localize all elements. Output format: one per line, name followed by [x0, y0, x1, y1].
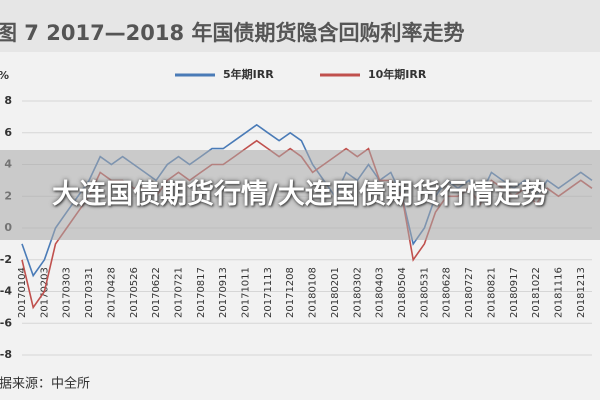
x-tick-label: 20170913	[218, 267, 229, 318]
x-tick-label: 20181022	[531, 267, 542, 318]
x-tick-label: 20180108	[308, 267, 319, 318]
x-tick-label: 20180531	[419, 267, 430, 318]
x-tick-label: 20170428	[106, 267, 117, 318]
legend-label: 5年期IRR	[223, 67, 274, 81]
y-tick-label: 6	[4, 126, 12, 139]
x-tick-label: 20181116	[553, 267, 564, 318]
x-tick-label: 20180917	[509, 267, 520, 318]
x-tick-label: 20171011	[241, 267, 252, 318]
y-tick-label: -8	[0, 348, 12, 361]
x-tick-label: 20170622	[151, 267, 162, 318]
x-tick-label: 20170331	[84, 267, 95, 318]
overlay-banner: 大连国债期货行情/大连国债期货行情走势	[0, 150, 600, 240]
x-tick-label: 20170817	[196, 267, 207, 318]
overlay-text: 大连国债期货行情/大连国债期货行情走势	[52, 179, 548, 210]
x-tick-label: 20180821	[486, 267, 497, 318]
source: 数据来源：中全所	[0, 376, 90, 392]
x-tick-label: 20170303	[62, 267, 73, 318]
x-tick-label: 20171113	[263, 267, 274, 318]
x-tick-label: 20170526	[129, 267, 140, 318]
x-tick-label: 20180302	[352, 267, 363, 318]
x-tick-label: 20180628	[442, 267, 453, 318]
x-tick-label: 20181213	[576, 267, 587, 318]
chart-title: 图 7 2017—2018 年国债期货隐含回购利率走势	[0, 21, 464, 45]
x-tick-label: 20180201	[330, 267, 341, 318]
x-tick-label: 20180727	[464, 267, 475, 318]
y-axis-label: %	[0, 69, 9, 82]
y-tick-label: 8	[4, 94, 12, 107]
legend-label: 10年期IRR	[368, 67, 427, 81]
y-tick-label: -2	[0, 253, 12, 266]
x-tick-label: 20180504	[397, 267, 408, 318]
y-tick-label: -6	[0, 316, 12, 329]
x-tick-label: 20170721	[173, 267, 184, 318]
x-tick-label: 20180403	[375, 267, 386, 318]
y-tick-label: -4	[0, 285, 12, 298]
x-tick-label: 20170203	[39, 267, 50, 318]
x-tick-label: 20171208	[285, 267, 296, 318]
x-tick-label: 20170104	[17, 267, 28, 318]
title-band	[0, 0, 600, 52]
